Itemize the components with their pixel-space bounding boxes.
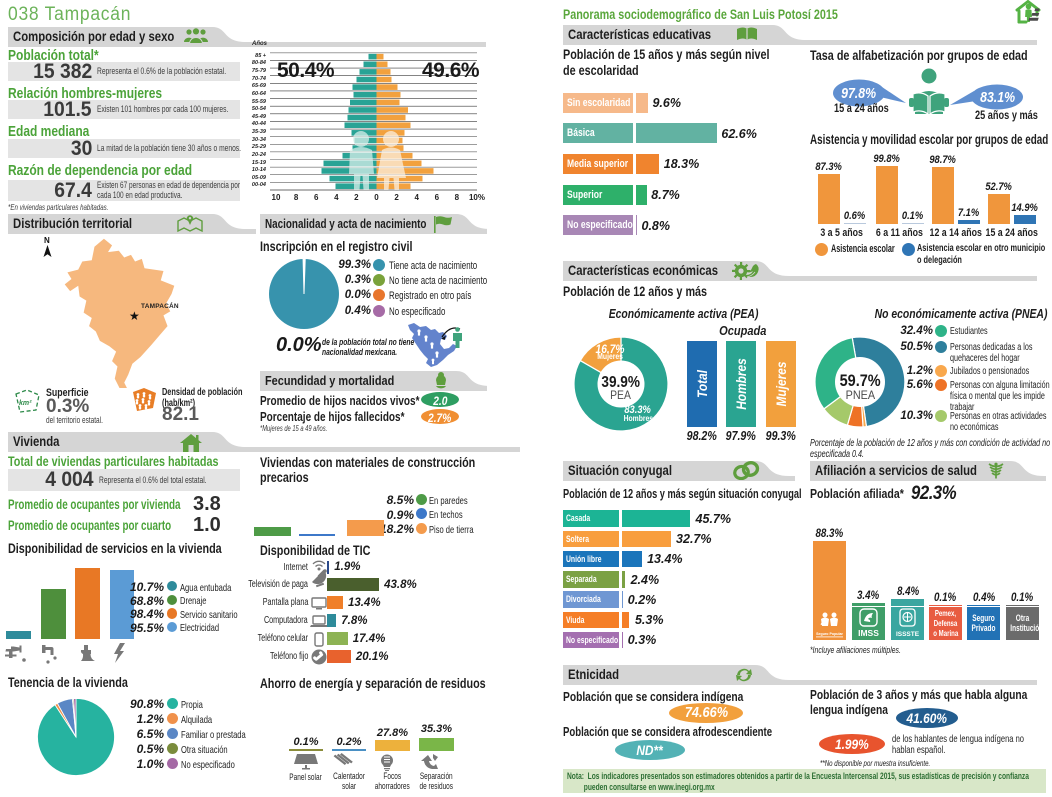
svg-text:IMSS: IMSS (858, 628, 879, 638)
svg-text:Seguro Popular: Seguro Popular (816, 632, 843, 636)
svg-text:km²: km² (19, 400, 32, 407)
svg-text:ISSSTE: ISSSTE (896, 631, 920, 638)
